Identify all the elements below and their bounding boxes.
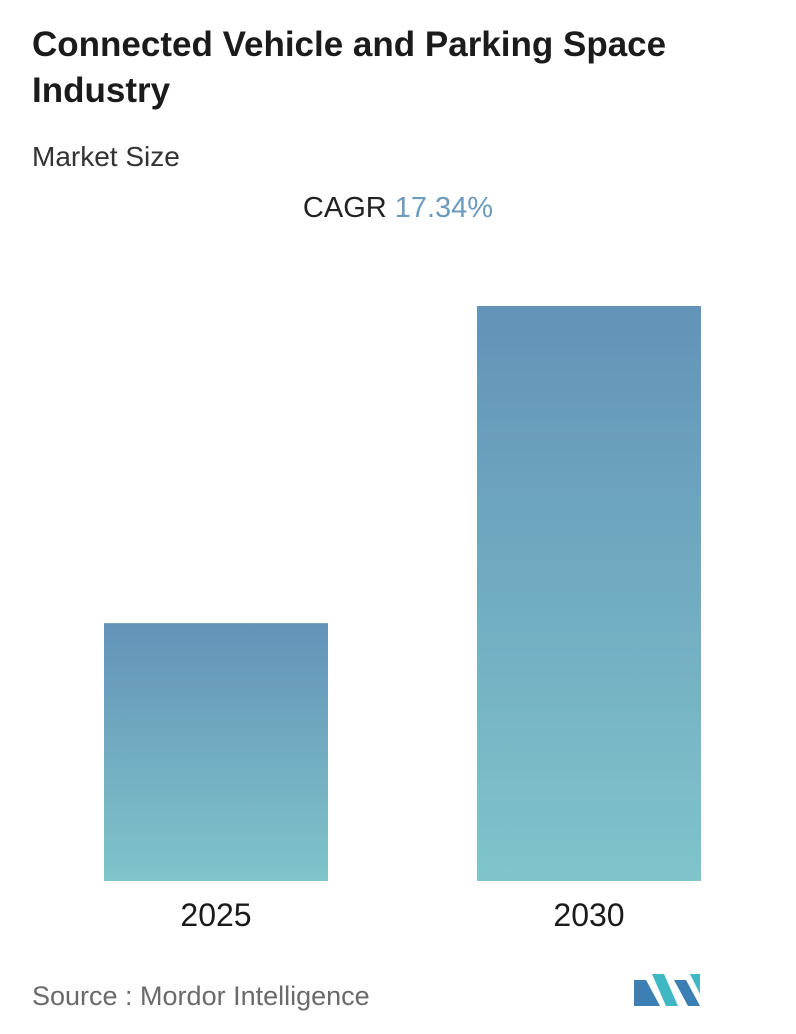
cagr-value: 17.34% (394, 192, 494, 224)
x-tick-labels: 2025 2030 (180, 897, 624, 933)
cagr-label: CAGR (302, 192, 387, 224)
chart-subtitle: Market Size (32, 141, 180, 172)
bar-2025 (104, 623, 328, 881)
logo-mark-middle (652, 974, 678, 1006)
x-tick-label-2030: 2030 (553, 897, 624, 933)
chart-title: Connected Vehicle and Parking Space Indu… (32, 25, 667, 110)
logo-mark-accent (690, 974, 700, 994)
x-tick-label-2025: 2025 (180, 897, 251, 933)
bar-chart: 2025 2030 (104, 306, 701, 933)
source-note: Source : Mordor Intelligence (32, 981, 370, 1011)
logo-mark-right (674, 980, 700, 1006)
cagr-indicator: CAGR 17.34% (0, 190, 796, 226)
logo-mark-left (634, 980, 660, 1006)
mordor-intelligence-logo-icon (634, 974, 700, 1006)
bar-2030 (477, 306, 701, 881)
bars-group (104, 306, 701, 881)
